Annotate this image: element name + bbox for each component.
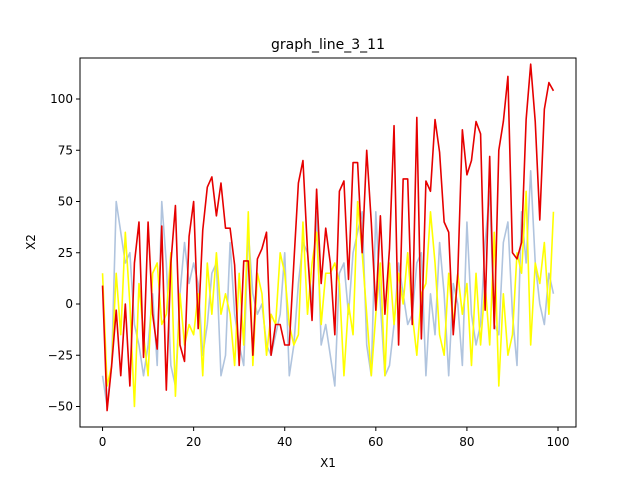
y-tick-label: 0: [65, 297, 73, 311]
series-layer: [101, 63, 555, 412]
y-tick-label: 100: [50, 92, 73, 106]
x-tick-label: 60: [368, 435, 383, 449]
y-tick-label: −50: [48, 400, 73, 414]
y-tick-label: 75: [58, 143, 73, 157]
x-tick-label: 0: [99, 435, 107, 449]
x-tick-label: 40: [277, 435, 292, 449]
x-axis-ticks: 0 20 40 60 80 100: [99, 427, 570, 449]
y-axis-ticks: −50 −25 0 25 50 75 100: [48, 92, 80, 414]
y-axis-label: X2: [24, 234, 38, 250]
x-tick-label: 20: [186, 435, 201, 449]
chart-title: graph_line_3_11: [271, 37, 385, 53]
plot-frame: [79, 57, 577, 428]
series-line-3: [101, 63, 555, 412]
x-tick-label: 100: [547, 435, 570, 449]
x-axis-label: X1: [320, 456, 336, 470]
x-tick-label: 80: [459, 435, 474, 449]
y-tick-label: 25: [58, 246, 73, 260]
y-tick-label: 50: [58, 195, 73, 209]
y-tick-label: −25: [48, 348, 73, 362]
series-line-2: [101, 190, 555, 408]
